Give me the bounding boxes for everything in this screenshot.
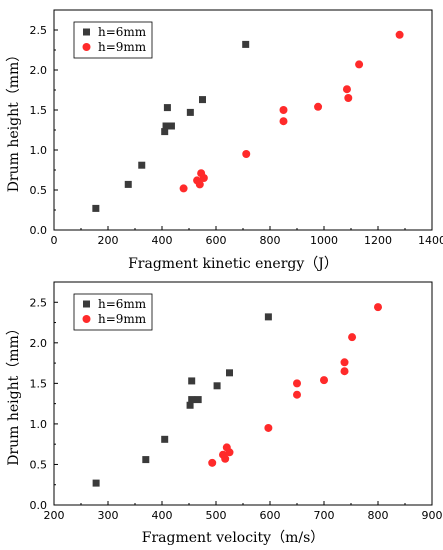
- x-tick-label: 400: [152, 234, 173, 247]
- x-tick-label: 400: [152, 509, 173, 522]
- data-point-square: [124, 180, 132, 188]
- data-point-circle: [195, 180, 204, 189]
- legend-label: h=6mm: [98, 25, 147, 39]
- series-h6mm: [92, 40, 250, 212]
- y-tick-label: 2.0: [30, 337, 48, 350]
- data-point-circle: [355, 60, 364, 69]
- data-point-square: [92, 479, 100, 487]
- x-tick-label: 0: [51, 234, 58, 247]
- x-tick-label: 200: [44, 509, 65, 522]
- x-tick-label: 500: [206, 509, 227, 522]
- data-point-square: [188, 377, 196, 385]
- legend-box: [73, 21, 153, 59]
- data-point-circle: [293, 390, 301, 399]
- y-tick-label: 0.5: [30, 458, 48, 471]
- y-tick-label: 2.5: [30, 24, 48, 37]
- data-point-square: [242, 40, 250, 48]
- y-tick-label: 1.0: [30, 418, 48, 431]
- x-tick-label: 600: [260, 509, 281, 522]
- data-point-circle: [320, 376, 328, 385]
- data-point-square: [213, 382, 221, 390]
- data-point-circle: [348, 333, 357, 342]
- data-point-square: [199, 96, 206, 104]
- data-point-square: [167, 122, 175, 130]
- y-tick-label: 2.0: [30, 64, 48, 77]
- data-point-circle: [342, 85, 351, 94]
- series-h6mm: [92, 313, 272, 487]
- x-tick-label: 800: [368, 509, 389, 522]
- data-point-square: [138, 161, 146, 169]
- legend-marker-circle: [82, 43, 91, 51]
- data-point-square: [162, 122, 170, 130]
- x-axis-title: Fragment velocity（m/s）: [142, 530, 325, 546]
- legend-label: h=9mm: [98, 40, 147, 54]
- legend-label: h=6mm: [98, 297, 147, 311]
- data-point-circle: [314, 102, 323, 111]
- data-point-circle: [395, 30, 404, 39]
- y-axis-title: Drum height（mm）: [6, 48, 22, 193]
- data-point-square: [226, 369, 233, 377]
- legend-marker-square: [83, 300, 90, 308]
- x-axis-title: Fragment kinetic energy（J）: [128, 256, 338, 272]
- x-tick-label: 1400: [418, 234, 443, 247]
- x-tick-label: 200: [98, 234, 119, 247]
- data-point-circle: [279, 117, 288, 126]
- data-point-square: [161, 435, 169, 443]
- data-point-square: [161, 128, 169, 136]
- data-point-circle: [199, 174, 208, 182]
- data-point-square: [194, 396, 202, 404]
- data-point-circle: [279, 106, 288, 114]
- data-point-square: [142, 456, 150, 464]
- x-tick-label: 300: [98, 509, 119, 522]
- data-point-square: [163, 104, 171, 112]
- y-tick-label: 2.5: [30, 296, 48, 309]
- legend-marker-square: [83, 28, 90, 36]
- data-point-circle: [340, 358, 349, 367]
- legend-marker-circle: [82, 315, 91, 323]
- data-point-square: [92, 204, 100, 212]
- data-point-circle: [208, 458, 217, 467]
- data-point-circle: [374, 303, 382, 312]
- data-point-circle: [344, 94, 353, 102]
- data-point-circle: [225, 448, 234, 457]
- data-point-square: [188, 396, 196, 404]
- y-tick-label: 1.5: [30, 104, 48, 117]
- data-point-square: [186, 108, 194, 116]
- data-point-circle: [293, 379, 301, 388]
- data-point-circle: [179, 184, 188, 193]
- legend-box: [73, 293, 153, 331]
- y-tick-label: 0.5: [30, 184, 48, 197]
- data-point-circle: [242, 150, 251, 158]
- data-point-circle: [221, 454, 230, 463]
- series-h9mm: [208, 303, 382, 467]
- data-point-square: [264, 313, 272, 321]
- y-tick-label: 1.0: [30, 144, 48, 157]
- series-h9mm: [179, 30, 404, 193]
- data-point-square: [186, 401, 194, 409]
- x-tick-label: 900: [422, 509, 443, 522]
- chart-2: 200 300 400 500 600 700 800 900 0.0 0.5 1.0 1.5 2.0 2…: [6, 281, 443, 546]
- y-tick-label: 1.5: [30, 377, 48, 390]
- data-point-circle: [264, 423, 273, 432]
- data-point-circle: [340, 367, 349, 376]
- legend-label: h=9mm: [98, 312, 147, 326]
- x-tick-label: 1200: [364, 234, 392, 247]
- x-tick-label: 800: [260, 234, 281, 247]
- y-tick-label: 0.0: [30, 224, 48, 237]
- x-tick-label: 700: [314, 509, 335, 522]
- chart-1: 0 200 400 600 800 1000 1200 1400 0.0 0.5 1.0 1.5 2.0…: [6, 9, 443, 272]
- x-tick-label: 600: [206, 234, 227, 247]
- y-tick-label: 0.0: [30, 499, 48, 512]
- y-axis-title: Drum height（mm）: [6, 321, 22, 466]
- x-tick-label: 1000: [310, 234, 338, 247]
